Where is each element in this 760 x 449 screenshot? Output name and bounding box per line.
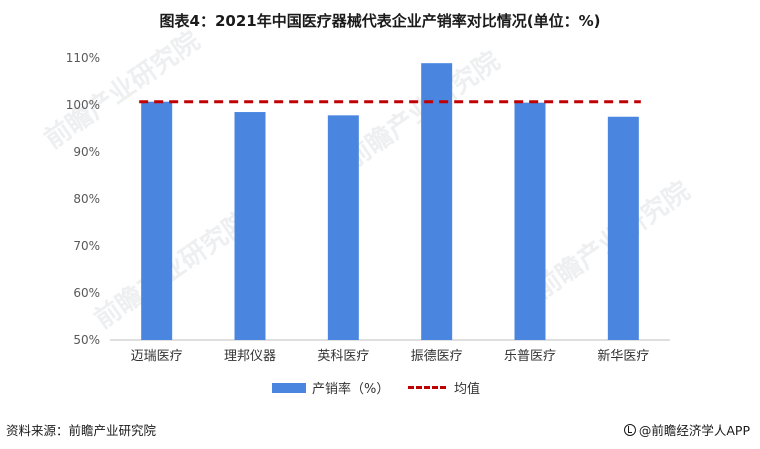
y-tick-label: 70% xyxy=(73,239,100,253)
bar xyxy=(514,102,546,341)
bar xyxy=(141,101,173,341)
x-tick-label: 乐普医疗 xyxy=(504,349,556,364)
legend-label-bar: 产销率（%） xyxy=(312,382,390,397)
legend-label-average: 均值 xyxy=(454,382,481,397)
bar xyxy=(421,63,453,341)
legend-item-bar: 产销率（%） xyxy=(272,378,389,397)
brand-credit-text: @前瞻经济学人APP xyxy=(638,423,750,438)
x-tick-label: 迈瑞医疗 xyxy=(131,349,183,364)
bar xyxy=(234,112,266,340)
x-tick-label: 理邦仪器 xyxy=(224,349,276,364)
y-tick-label: 60% xyxy=(73,286,100,300)
legend-swatch-bar xyxy=(272,382,306,393)
source-note: 资料来源：前瞻产业研究院 xyxy=(6,423,157,438)
bar xyxy=(607,116,639,340)
x-tick-label: 振德医疗 xyxy=(411,349,463,364)
y-tick-label: 110% xyxy=(66,51,100,65)
chart-title: 图表4：2021年中国医疗器械代表企业产销率对比情况(单位：%) xyxy=(159,12,601,30)
y-tick-label: 50% xyxy=(73,333,100,347)
legend-swatch-average xyxy=(408,386,446,389)
y-tick-label: 100% xyxy=(66,98,100,112)
y-tick-label: 90% xyxy=(73,145,100,159)
brand-logo-icon xyxy=(623,423,636,436)
brand-credit: @前瞻经济学人APP xyxy=(623,420,750,439)
y-tick-label: 80% xyxy=(73,192,100,206)
bar xyxy=(327,115,359,340)
legend-item-average: 均值 xyxy=(408,378,480,397)
x-tick-label: 新华医疗 xyxy=(597,348,649,364)
x-tick-label: 英科医疗 xyxy=(317,349,369,364)
